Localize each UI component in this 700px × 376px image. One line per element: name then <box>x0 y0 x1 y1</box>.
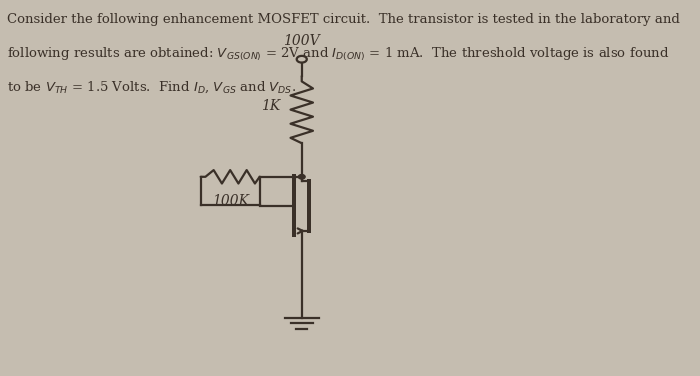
Text: 1K: 1K <box>261 99 281 113</box>
Text: 100K: 100K <box>211 194 248 208</box>
Text: 100V: 100V <box>284 34 320 48</box>
Text: following results are obtained: $V_{GS(ON)}$ = 2V and $I_{D(ON)}$ = 1 mA.  The t: following results are obtained: $V_{GS(O… <box>7 46 669 64</box>
Text: to be $V_{TH}$ = 1.5 Volts.  Find $I_D$, $V_{GS}$ and $V_{DS}$.: to be $V_{TH}$ = 1.5 Volts. Find $I_D$, … <box>7 80 296 95</box>
Text: Consider the following enhancement MOSFET circuit.  The transistor is tested in : Consider the following enhancement MOSFE… <box>7 12 680 26</box>
Circle shape <box>298 174 305 179</box>
